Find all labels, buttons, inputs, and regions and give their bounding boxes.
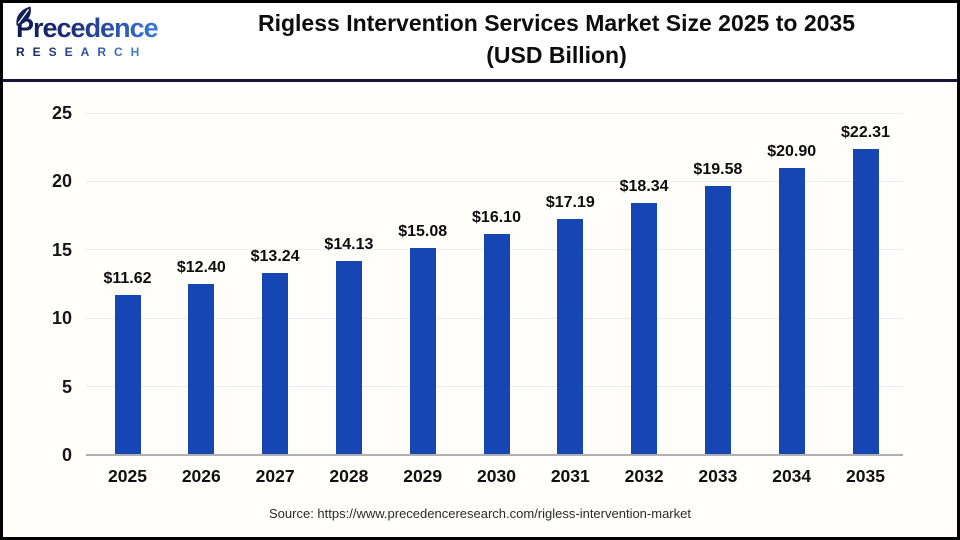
bar <box>778 168 805 454</box>
gridline <box>86 112 903 114</box>
bar-value-label: $19.58 <box>693 161 743 179</box>
chart-title-line1: Rigless Intervention Services Market Siz… <box>257 10 855 36</box>
gridline <box>86 180 903 182</box>
bar-value-label: $22.31 <box>841 123 890 141</box>
bar <box>852 148 879 454</box>
x-tick-label: 2029 <box>403 466 443 486</box>
bar <box>557 218 584 454</box>
bar <box>262 272 289 454</box>
x-axis-line <box>86 453 903 456</box>
bar-value-label: $13.24 <box>250 247 300 265</box>
y-tick-label: 0 <box>61 445 72 465</box>
bar <box>409 247 436 454</box>
bar <box>188 284 215 454</box>
y-tick-label: 5 <box>61 376 72 397</box>
x-tick-label: 2027 <box>255 466 295 486</box>
chart-title: Rigless Intervention Services Market Siz… <box>165 7 948 71</box>
x-tick-label: 2030 <box>477 466 516 486</box>
x-tick-label: 2025 <box>108 466 147 486</box>
y-tick-label: 10 <box>51 308 72 329</box>
leaf-icon <box>12 5 38 33</box>
source-attribution: Source: https://www.precedenceresearch.c… <box>269 506 691 521</box>
bar <box>631 203 658 454</box>
x-tick-label: 2034 <box>772 466 812 486</box>
logo-subtitle: RESEARCH <box>16 45 148 59</box>
x-tick-label: 2028 <box>329 466 369 486</box>
bar-value-label: $17.19 <box>545 193 595 211</box>
chart-title-line2: (USD Billion) <box>486 42 627 68</box>
precedence-research-logo: Precedence RESEARCH <box>16 6 166 61</box>
y-tick-label: 20 <box>51 171 72 192</box>
y-tick-label: 15 <box>51 239 72 260</box>
x-tick-label: 2026 <box>181 466 221 486</box>
bar-value-label: $11.62 <box>103 270 152 288</box>
bar <box>483 233 510 454</box>
bar-value-label: $15.08 <box>398 222 448 240</box>
logo-wordmark: Precedence <box>16 13 159 43</box>
bar-value-label: $14.13 <box>324 235 374 253</box>
bar-value-label: $20.90 <box>767 143 817 161</box>
x-tick-label: 2035 <box>846 466 885 486</box>
x-tick-label: 2032 <box>624 466 664 486</box>
header: Precedence RESEARCH Rigless Intervention… <box>0 0 960 82</box>
bar-value-label: $12.40 <box>176 259 226 277</box>
bar-value-label: $18.34 <box>619 178 669 196</box>
bar <box>704 186 731 454</box>
bar <box>114 295 141 454</box>
x-tick-label: 2033 <box>698 466 738 486</box>
y-tick-label: 25 <box>51 103 72 123</box>
bar-value-label: $16.10 <box>472 208 521 226</box>
x-tick-label: 2031 <box>550 466 590 486</box>
bar <box>335 260 362 454</box>
